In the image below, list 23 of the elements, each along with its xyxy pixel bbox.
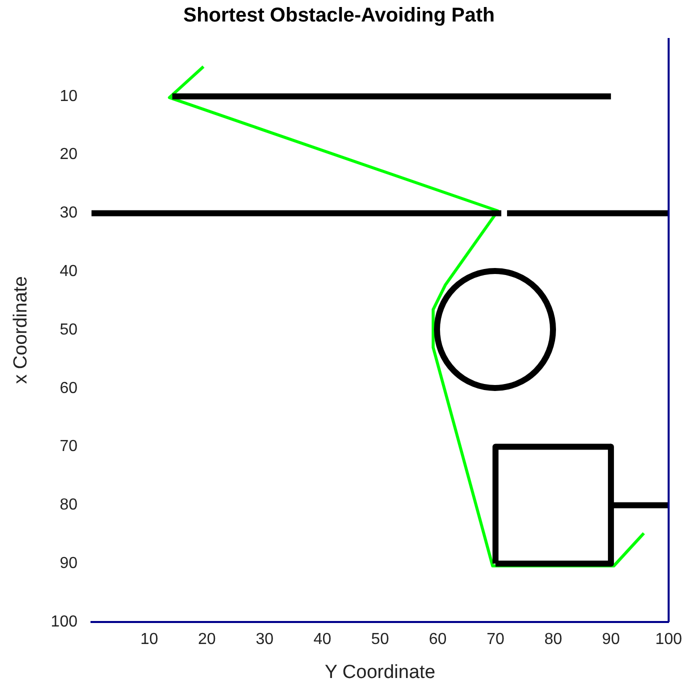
y-tick-label: 100 [50,613,78,630]
y-tick-label: 90 [60,555,78,572]
x-tick-label: 40 [313,631,332,648]
x-tick-label: 20 [198,631,216,648]
y-tick-label: 80 [60,496,78,514]
y-tick-label: 20 [60,146,78,164]
x-tick-label: 90 [602,631,620,648]
y-tick-label: 50 [60,321,78,338]
y-tick-label: 70 [60,438,78,456]
x-tick-label: 30 [256,631,274,648]
y-tick-label: 40 [60,263,78,280]
y-tick-label: 30 [60,204,78,222]
y-axis-title: x Coordinate [10,276,32,384]
x-tick-label: 10 [140,631,158,648]
x-tick-label: 50 [371,631,390,648]
x-tick-label: 80 [544,631,562,648]
x-tick-label: 100 [655,631,682,648]
x-tick-label: 60 [428,631,447,648]
chart-title: Shortest Obstacle-Avoiding Path [183,4,495,27]
y-tick-label: 10 [60,88,78,105]
x-tick-label: 70 [486,631,505,648]
y-tick-label: 60 [60,380,78,397]
x-axis-title: Y Coordinate [324,662,436,683]
